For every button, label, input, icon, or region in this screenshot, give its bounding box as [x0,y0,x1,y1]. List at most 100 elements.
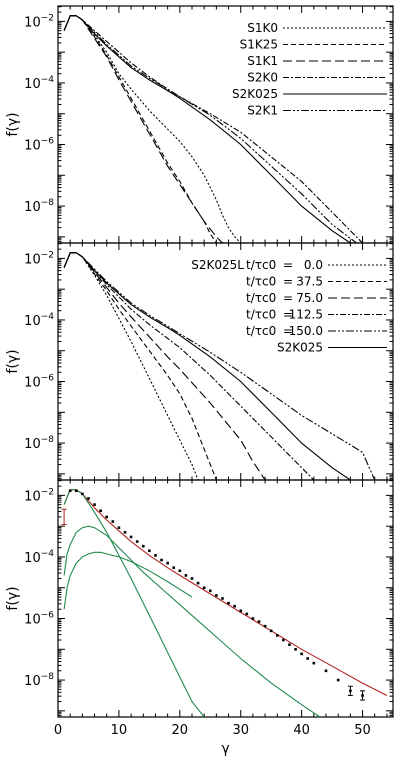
data-point [117,526,121,530]
series-line-S2K1 [63,15,357,243]
x-axis-label: γ [221,741,229,757]
data-point [221,597,224,600]
legend-label: S1K25 [240,38,278,52]
legend-label-prefix: t/τc0 [246,291,276,305]
data-point [123,531,127,534]
legend-label: S2K025 [232,87,278,101]
legend-label: S1K1 [247,54,278,68]
legend-equals: = [283,275,293,289]
data-point [324,669,328,673]
data-point [202,586,206,590]
data-point [300,652,303,656]
y-tick-label: 10−4 [24,549,54,566]
data-point [93,503,96,506]
legend-label: 0.0 [304,258,323,272]
data-point [81,492,84,496]
data-point [166,561,169,565]
series-line-component-2 [63,525,321,717]
data-point [257,620,261,623]
series-line-S1K0 [63,15,242,243]
data-point [74,489,78,493]
y-tick-label: 10−8 [24,435,54,452]
series-line-S2K025 [63,15,351,243]
plot-frame [57,5,394,244]
chart-panels: 10−2 10−4 10−6 10−8 f(γ) S1K0 S1K25 S1K1 S2K0 S2K… [5,5,394,757]
data-point [282,638,285,642]
series-line-S1K1 [63,15,223,243]
y-tick-label: 10−6 [24,611,54,628]
data-point [99,509,102,513]
data-point [245,612,249,616]
data-point [148,549,151,553]
data-point [208,589,212,593]
series-line-S2K025 [63,252,351,480]
legend-label: S1K0 [247,21,278,35]
y-tick-label: 10−2 [24,250,54,267]
x-tick-label: 0 [54,723,62,738]
data-point [87,497,90,500]
data-point [312,661,316,665]
legend-title: S2K025L [191,258,244,272]
panel-bottom: 10−2 10−4 10−6 10−8 0 10 20 30 40 50 f(γ) γ [5,479,394,757]
x-tick-label: 50 [354,723,371,738]
series-line-S2K0 [63,15,363,243]
plot-frame [57,479,394,718]
panel-middle: 10−210−410−610−8f(γ)S2K025L t/τc0 = 0.0t/τc… [5,242,394,481]
legend-label: 75.0 [296,291,323,305]
data-point [68,489,72,493]
data-point [294,647,297,651]
y-axis-label: f(γ) [5,112,21,136]
series-line-t-c0-0.0 [63,252,199,480]
y-tick-label: 10−2 [24,13,54,30]
series-line-component-thermal [63,489,205,717]
legend-label-prefix: t/τc0 [246,308,276,322]
data-point [233,604,236,608]
data-point [336,678,340,682]
legend-label: S2K025 [277,341,323,355]
data-point [129,535,133,539]
data-point [141,544,145,548]
data-point [172,566,176,570]
data-point [239,609,243,613]
series-line-t-c0-37.5 [63,252,217,480]
y-tick-label: 10−6 [24,137,54,154]
y-tick-label: 10−2 [24,487,54,504]
x-tick-label: 10 [111,723,128,738]
x-tick-label: 30 [232,723,249,738]
data-point [263,624,267,628]
legend-label-prefix: t/τc0 [246,258,276,272]
series-line-t-c0-75.0 [63,252,266,480]
legend-equals: = [283,308,293,322]
data-point [275,634,279,637]
legend-equals: = [283,324,293,338]
plot-frame [57,242,394,481]
data-point [196,581,200,585]
data-point [306,657,310,660]
data-point [154,554,157,557]
y-tick-label: 10−6 [24,374,54,391]
data-point [105,515,109,519]
legend-label-prefix: t/τc0 [246,275,276,289]
legend-label: 37.5 [296,275,323,289]
data-point [269,629,273,633]
y-axis-label: f(γ) [5,586,21,610]
legend-label: S2K0 [247,71,278,85]
x-tick-label: 20 [172,723,189,738]
data-point [160,558,163,562]
legend-equals: = [283,258,293,272]
legend-label-prefix: t/τc0 [246,324,276,338]
y-tick-label: 10−8 [24,672,54,689]
series-group [61,489,388,717]
legend-label: 112.5 [289,308,323,322]
x-tick-label: 40 [293,723,310,738]
data-point [184,574,188,577]
series-group [63,15,363,243]
y-axis-label: f(γ) [5,349,21,373]
data-point [288,643,291,646]
series-line-component-3 [63,551,193,610]
y-tick-label: 10−4 [24,75,54,92]
data-point [190,577,194,580]
legend-equals: = [283,291,293,305]
data-point [215,594,218,597]
